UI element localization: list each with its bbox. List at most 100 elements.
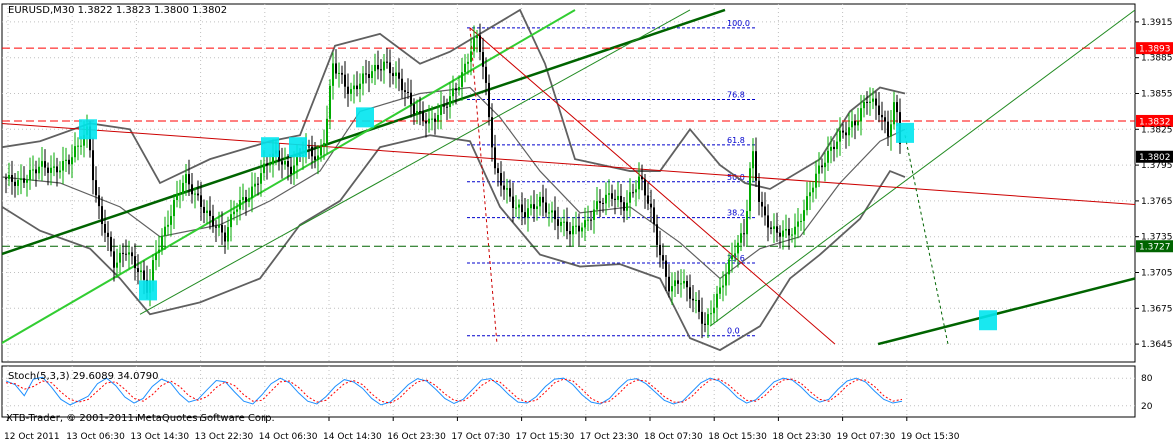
candle-body xyxy=(776,226,778,233)
candle-body xyxy=(620,195,622,203)
candle-body xyxy=(803,210,805,221)
candle-body xyxy=(581,227,583,232)
signal-marker xyxy=(896,122,914,143)
candle-body xyxy=(779,232,781,237)
candle-body xyxy=(473,38,475,52)
time-axis: 12 Oct 2011 13 Oct 06:30 13 Oct 14:30 13 Oc… xyxy=(4,417,960,442)
candle-body xyxy=(605,194,607,204)
horizontal-lines[interactable]: 1.3893 1.3832 1.3727 xyxy=(2,42,1173,253)
candle-body xyxy=(560,221,562,226)
candle-body xyxy=(710,313,712,315)
stoch-pane-frame xyxy=(1,365,1136,418)
price-axis: 1.3915 1.3885 1.3855 1.3825 1.3795 1.3765 1.37… xyxy=(1135,18,1173,412)
candle-body xyxy=(365,73,367,75)
candle-body xyxy=(500,173,502,186)
candle-body xyxy=(692,298,694,301)
candle-body xyxy=(239,199,241,210)
candle-body xyxy=(482,52,484,67)
candle-body xyxy=(173,199,175,217)
candle-body xyxy=(233,211,235,215)
candle-body xyxy=(389,62,391,74)
candle-body xyxy=(818,165,820,174)
candle-body xyxy=(248,198,250,202)
bollinger-lower xyxy=(2,134,906,352)
stoch-signal-line xyxy=(5,378,903,404)
candle-body xyxy=(869,101,871,103)
candle-body xyxy=(317,155,319,160)
stoch-label: Stoch(5,3,3) 29.6089 34.0790 xyxy=(8,371,159,382)
candle-body xyxy=(578,225,580,232)
signal-marker xyxy=(289,137,307,158)
candle-body xyxy=(230,214,232,228)
candle-body xyxy=(59,170,61,173)
candle-body xyxy=(206,210,208,213)
candle-body xyxy=(884,117,886,122)
candle-body xyxy=(269,164,271,166)
level-price-box xyxy=(1136,42,1173,55)
candle-body xyxy=(260,173,262,184)
candle-body xyxy=(329,85,331,119)
candle-body xyxy=(491,117,493,148)
trendline xyxy=(2,8,726,256)
time-tick-label: 17 Oct 15:30 xyxy=(516,432,575,442)
candle-body xyxy=(449,96,451,107)
candle-body xyxy=(791,234,793,236)
price-tick-label: 1.3915 xyxy=(1141,18,1173,28)
time-tick-label: 19 Oct 07:30 xyxy=(837,432,896,442)
candle-body xyxy=(602,202,604,204)
candle-body xyxy=(335,63,337,74)
candle-body xyxy=(632,192,634,194)
candle-body xyxy=(641,176,643,180)
fib-level-label: 0.0 xyxy=(727,327,740,336)
candle-body xyxy=(701,311,703,324)
level-price-label: 1.3832 xyxy=(1139,117,1171,127)
candle-body xyxy=(587,219,589,221)
candle-body xyxy=(521,204,523,213)
candle-body xyxy=(83,134,85,146)
candle-body xyxy=(53,166,55,168)
candle-body xyxy=(737,242,739,254)
trendline xyxy=(877,277,1135,346)
candle-body xyxy=(725,274,727,286)
price-tick-label: 1.3705 xyxy=(1141,269,1173,279)
candle-body xyxy=(215,226,217,228)
fib-level-label: 61.8 xyxy=(727,136,745,145)
candle-body xyxy=(788,228,790,236)
candle-body xyxy=(680,283,682,285)
candle-body xyxy=(311,146,313,157)
candle-body xyxy=(758,180,760,202)
candle-body xyxy=(110,236,112,252)
time-tick-label: 13 Oct 06:30 xyxy=(66,432,125,442)
candle-body xyxy=(377,64,379,70)
candle-body xyxy=(785,228,787,231)
candle-body xyxy=(590,219,592,221)
price-tick-label: 1.3675 xyxy=(1141,304,1173,314)
candle-body xyxy=(143,270,145,280)
candle-body xyxy=(428,118,430,124)
time-tick-label: 12 Oct 2011 xyxy=(4,432,60,442)
candle-body xyxy=(140,270,142,273)
price-pane-frame xyxy=(1,3,1136,363)
candle-body xyxy=(461,72,463,87)
candle-body xyxy=(689,287,691,299)
candle-body xyxy=(362,73,364,84)
candle-body xyxy=(347,86,349,94)
candle-body xyxy=(539,196,541,207)
candle-body xyxy=(68,159,70,165)
candle-body xyxy=(542,196,544,203)
candle-body xyxy=(164,226,166,236)
candle-body xyxy=(437,114,439,122)
candle-body xyxy=(356,85,358,90)
candle-body xyxy=(650,203,652,208)
candle-body xyxy=(410,92,412,105)
candle-body xyxy=(752,151,754,169)
candle-body xyxy=(236,209,238,212)
candle-body xyxy=(29,169,31,180)
price-tick-label: 1.3825 xyxy=(1141,125,1173,135)
candle-body xyxy=(452,88,454,97)
candle-body xyxy=(125,253,127,255)
price-tick-label: 1.3735 xyxy=(1141,233,1173,243)
time-tick-label: 14 Oct 14:30 xyxy=(323,432,382,442)
candle-body xyxy=(824,162,826,168)
candle-body xyxy=(194,193,196,195)
